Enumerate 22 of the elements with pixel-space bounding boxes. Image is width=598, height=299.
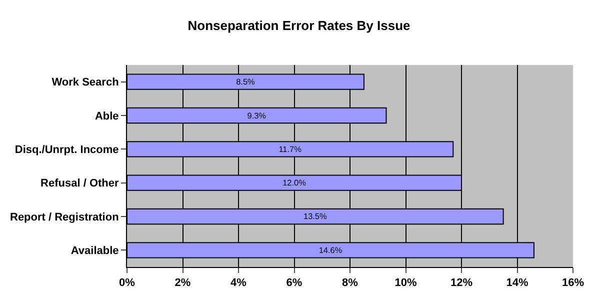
x-tick-label: 16%	[562, 277, 584, 290]
y-tick-label: Disq./Unrpt. Income	[14, 144, 119, 156]
y-tick-label: Work Search	[52, 76, 120, 89]
data-label: 9.3%	[247, 111, 267, 120]
y-tick-label: Report / Registration	[10, 211, 120, 224]
y-tick-label: Able	[94, 110, 119, 122]
y-tick-label: Available	[70, 245, 119, 258]
data-label: 13.5%	[304, 212, 328, 222]
data-label: 14.6%	[318, 246, 343, 255]
x-tick-label: 4%	[230, 277, 247, 290]
x-tick-label: 2%	[174, 277, 191, 290]
chart-title: Nonseparation Error Rates By Issue	[188, 18, 410, 34]
y-tick-label: Refusal / Other	[40, 178, 120, 190]
data-label: 8.5%	[236, 78, 256, 87]
x-tick-label: 0%	[119, 277, 136, 290]
x-tick-label: 8%	[342, 277, 358, 290]
data-label: 12.0%	[282, 178, 307, 188]
data-label: 11.7%	[278, 144, 302, 154]
x-tick-label: 10%	[394, 277, 417, 290]
x-tick-label: 14%	[506, 277, 528, 290]
x-tick-label: 12%	[450, 277, 473, 290]
x-tick-label: 6%	[286, 277, 302, 290]
